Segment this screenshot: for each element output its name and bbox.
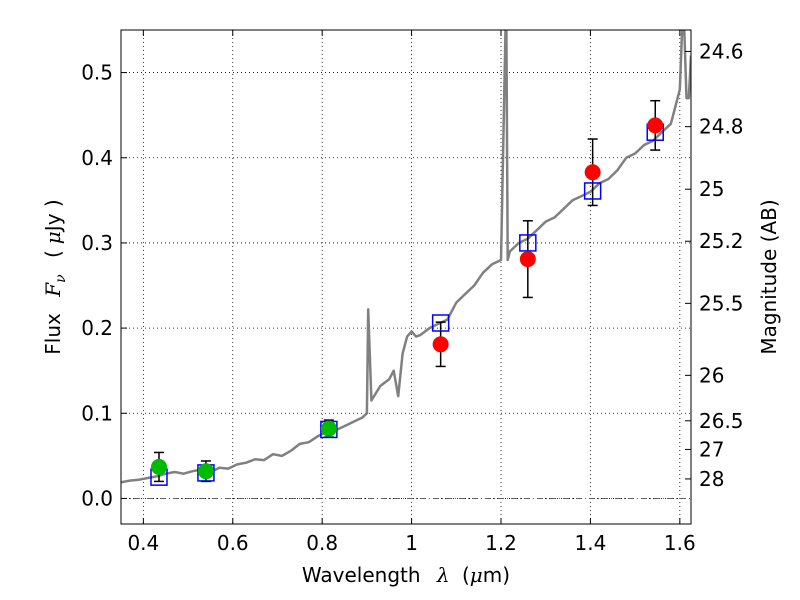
x-tick-label: 1 bbox=[405, 531, 418, 555]
y-tick-label: 0.0 bbox=[81, 486, 113, 510]
green-photometry-point bbox=[197, 463, 214, 480]
red-photometry-point bbox=[647, 117, 664, 134]
y-axis-label-unit-rest: Jy ) bbox=[41, 199, 65, 233]
model-square-marker bbox=[519, 234, 537, 252]
red-photometry-point bbox=[584, 164, 601, 181]
y-axis-label-unit-prefix: ( bbox=[41, 250, 65, 258]
x-axis-label-unit-mu: μ bbox=[470, 563, 483, 587]
x-tick-label: 1.4 bbox=[575, 531, 607, 555]
magnitude-tick-label: 24.6 bbox=[699, 39, 744, 63]
x-ticks: 0.4 0.6 0.8 1 1.2 1.4 1.6 bbox=[127, 30, 696, 555]
plot-frame bbox=[120, 29, 692, 525]
x-tick-label: 0.4 bbox=[127, 531, 159, 555]
magnitude-tick-label: 27 bbox=[699, 437, 724, 461]
magnitude-axis-label: Magnitude (AB) bbox=[757, 199, 781, 354]
magnitude-tick-label: 25 bbox=[699, 177, 724, 201]
y-tick-label: 0.5 bbox=[81, 61, 113, 85]
model-square-marker bbox=[583, 182, 602, 200]
photometry-point-layer bbox=[151, 117, 664, 480]
x-tick-label: 0.6 bbox=[217, 531, 249, 555]
green-photometry-point bbox=[320, 420, 337, 437]
grid-lines bbox=[121, 30, 691, 524]
y-axis-label-symbol: F bbox=[41, 282, 65, 298]
magnitude-tick-label: 25.5 bbox=[699, 291, 744, 315]
model-spectrum-line bbox=[121, 30, 691, 484]
red-photometry-point bbox=[519, 251, 536, 268]
magnitude-tick-label: 28 bbox=[699, 467, 724, 491]
y-axis-label-unit-mu: μ bbox=[41, 231, 65, 244]
y-tick-label: 0.3 bbox=[81, 231, 113, 255]
y-tick-label: 0.1 bbox=[81, 401, 113, 425]
x-axis-label-unit-rest: m) bbox=[483, 563, 510, 587]
x-tick-label: 1.6 bbox=[664, 531, 696, 555]
model-square-layer bbox=[150, 123, 664, 486]
magnitude-tick-label: 24.8 bbox=[699, 115, 744, 139]
magnitude-tick-label: 25.2 bbox=[699, 229, 744, 253]
red-photometry-point bbox=[432, 336, 449, 353]
y-ticks: 0.0 0.1 0.2 0.3 0.4 0.5 bbox=[81, 61, 127, 510]
x-axis-label: Wavelength λ (μm) bbox=[302, 563, 510, 587]
x-tick-label: 1.2 bbox=[485, 531, 517, 555]
magnitude-tick-label: 26.5 bbox=[699, 409, 744, 433]
y-axis-label: Flux Fν ( μJy ) bbox=[41, 199, 70, 354]
model-square-marker bbox=[431, 314, 450, 332]
magnitude-tick-label: 26 bbox=[699, 363, 724, 387]
magnitude-ticks: 24.6 24.8 25 25.2 25.5 26 26.5 27 28 bbox=[685, 39, 744, 491]
y-axis-label-text: Flux bbox=[41, 313, 65, 355]
y-axis-label-symbol-sub: ν bbox=[53, 274, 69, 283]
model-spectrum-layer bbox=[121, 30, 691, 484]
x-axis-label-symbol: λ bbox=[436, 563, 450, 587]
y-tick-label: 0.4 bbox=[81, 146, 113, 170]
green-photometry-point bbox=[151, 458, 167, 475]
x-axis-label-unit-prefix: ( bbox=[462, 563, 470, 587]
y-tick-label: 0.2 bbox=[81, 316, 113, 340]
x-axis-label-text: Wavelength bbox=[302, 563, 421, 587]
x-tick-label: 0.8 bbox=[306, 531, 338, 555]
